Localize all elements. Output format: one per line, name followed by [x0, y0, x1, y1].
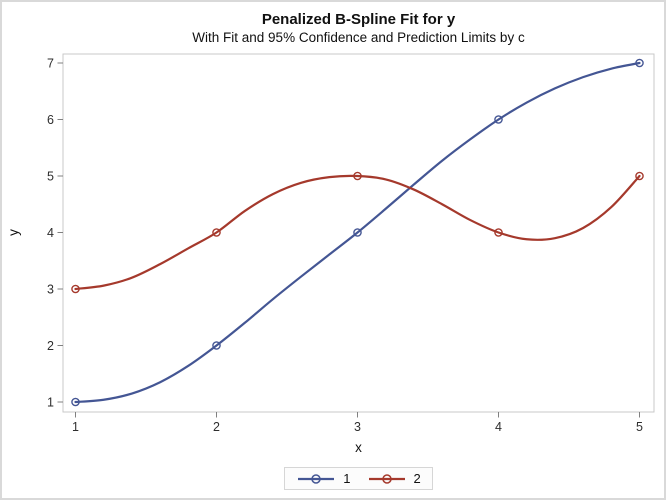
series-1-marker	[494, 115, 503, 124]
y-tick-label: 5	[47, 170, 54, 184]
y-tick-label: 1	[47, 396, 54, 410]
legend-label-series-1: 1	[343, 471, 351, 486]
y-tick-label: 3	[47, 283, 54, 297]
series-1-marker	[212, 341, 221, 350]
chart-subtitle: With Fit and 95% Confidence and Predicti…	[192, 30, 525, 45]
legend: 1 2	[63, 467, 654, 490]
x-tick-label: 5	[636, 420, 643, 434]
series-1-marker	[635, 58, 644, 68]
series-2-marker	[494, 228, 503, 237]
y-tick-label: 4	[47, 226, 54, 240]
x-tick-label: 4	[495, 420, 502, 434]
series-2-marker	[353, 171, 362, 181]
legend-item-series-1: 1	[296, 471, 351, 486]
series-1-marker	[71, 397, 80, 407]
y-axis-label: y	[5, 229, 21, 236]
legend-item-series-2: 2	[367, 471, 421, 486]
series-2-marker	[71, 284, 80, 294]
x-tick-label: 2	[213, 420, 220, 434]
y-tick-label: 6	[47, 113, 54, 127]
x-tick-label: 3	[354, 420, 361, 434]
series-2-marker	[212, 228, 221, 237]
series-2-line	[74, 174, 641, 291]
line-marker-icon	[298, 473, 335, 484]
line-marker-icon	[368, 473, 405, 484]
series-1-marker	[353, 228, 362, 237]
legend-box: 1 2	[284, 467, 433, 490]
series-1-line	[74, 61, 641, 404]
series-2-marker	[635, 171, 644, 181]
x-axis-label: x	[355, 440, 362, 455]
legend-label-series-2: 2	[413, 471, 421, 486]
y-tick-label: 7	[47, 57, 54, 71]
chart-title: Penalized B-Spline Fit for y	[261, 11, 456, 28]
y-tick-label: 2	[47, 339, 54, 353]
x-tick-label: 1	[72, 420, 79, 434]
